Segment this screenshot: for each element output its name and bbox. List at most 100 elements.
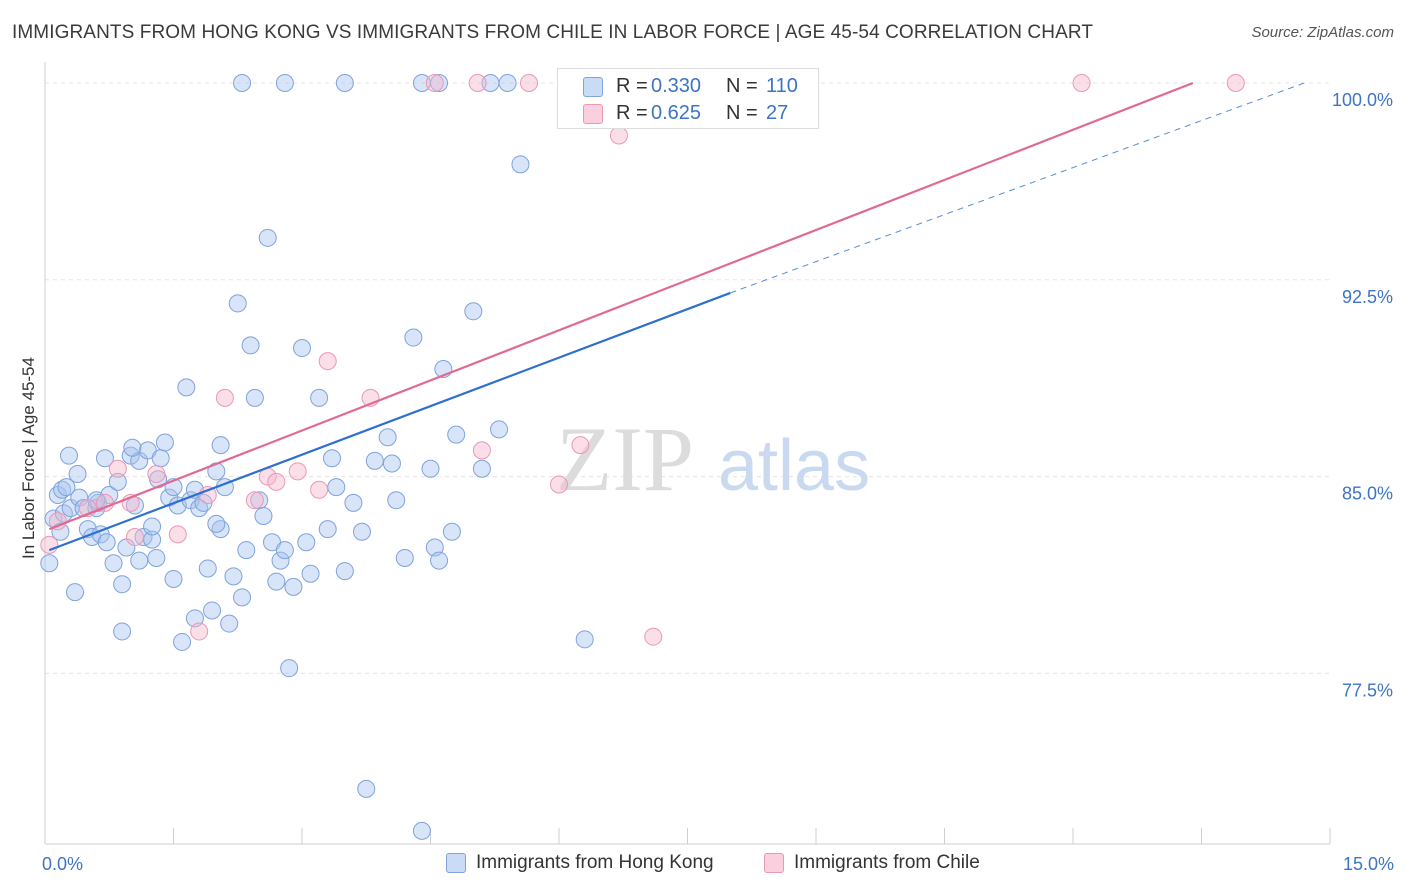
legend-swatch-hong-kong	[446, 853, 466, 873]
data-point	[275, 541, 294, 560]
data-point	[327, 478, 346, 497]
data-point	[352, 522, 371, 541]
data-point	[130, 551, 149, 570]
data-point	[228, 294, 247, 313]
data-point	[344, 493, 363, 512]
data-point	[288, 462, 307, 481]
data-point	[40, 535, 59, 554]
data-points	[40, 73, 1245, 840]
data-point	[258, 228, 277, 247]
data-point	[164, 569, 183, 588]
data-point	[335, 73, 354, 92]
data-point	[95, 493, 114, 512]
data-point	[575, 630, 594, 649]
watermark-zip: ZIP	[556, 408, 694, 510]
data-point	[275, 73, 294, 92]
data-point	[108, 459, 127, 478]
data-point	[442, 522, 461, 541]
data-point	[318, 352, 337, 371]
data-point	[113, 575, 132, 594]
data-point	[335, 562, 354, 581]
data-point	[490, 420, 509, 439]
trend-line	[48, 81, 1194, 531]
data-point	[357, 779, 376, 798]
x-tick-label: 0.0%	[42, 854, 83, 874]
r-label: R =	[616, 102, 648, 124]
data-point	[177, 378, 196, 397]
data-point	[95, 449, 114, 468]
stats-swatch-chile	[583, 104, 603, 124]
data-point	[198, 559, 217, 578]
data-point	[245, 491, 264, 510]
source-label: Source: ZipAtlas.com	[1251, 24, 1394, 41]
trend-line	[48, 291, 731, 552]
stats-row-hong-kong: R = 0.330 N = 110	[558, 75, 820, 101]
data-point	[310, 388, 329, 407]
n-label: N =	[726, 102, 758, 124]
data-point	[421, 459, 440, 478]
data-point	[425, 73, 444, 92]
data-point	[430, 73, 449, 92]
data-point	[550, 475, 568, 494]
data-point	[113, 622, 132, 641]
legend-label-hong-kong: Immigrants from Hong Kong	[476, 852, 714, 873]
trend-line-extension	[730, 82, 1305, 294]
watermark: ZIP atlas	[556, 408, 870, 510]
data-point	[365, 451, 384, 470]
axes	[44, 62, 1331, 845]
data-point	[297, 533, 316, 552]
legend-swatch-chile	[764, 853, 784, 873]
data-point	[387, 491, 406, 510]
data-point	[284, 577, 303, 596]
stats-row-chile: R = 0.625 N = 27	[558, 102, 820, 128]
data-point	[104, 554, 123, 573]
data-point	[65, 583, 84, 602]
data-point	[293, 339, 311, 358]
data-point	[267, 472, 286, 491]
chart-title: IMMIGRANTS FROM HONG KONG VS IMMIGRANTS …	[12, 22, 1094, 43]
data-point	[203, 601, 222, 620]
n-label: N =	[726, 75, 758, 97]
data-point	[147, 464, 166, 483]
data-point	[571, 436, 590, 455]
trend-lines	[48, 81, 1305, 552]
data-point	[57, 478, 76, 497]
legend-item-chile[interactable]: Immigrants from Chile	[764, 852, 980, 874]
y-tick-label: 77.5%	[1342, 680, 1393, 700]
data-point	[48, 512, 67, 531]
data-point	[644, 627, 663, 646]
stats-swatch-hong-kong	[583, 77, 603, 97]
data-point	[173, 632, 192, 651]
data-point	[447, 425, 466, 444]
y-tick-label: 100.0%	[1332, 90, 1393, 110]
tick-labels: 77.5% 85.0% 92.5% 100.0% 0.0% 15.0%	[42, 90, 1394, 874]
data-point	[224, 567, 243, 586]
data-point	[310, 480, 329, 499]
data-point	[511, 155, 530, 174]
data-point	[97, 533, 116, 552]
data-point	[472, 441, 491, 460]
data-point	[271, 551, 290, 570]
data-point	[155, 433, 174, 452]
y-tick-label: 92.5%	[1342, 287, 1393, 307]
legend-item-hong-kong[interactable]: Immigrants from Hong Kong	[446, 852, 714, 874]
data-point	[190, 622, 209, 641]
data-point	[464, 302, 483, 321]
data-point	[143, 517, 162, 536]
r-label: R =	[616, 75, 648, 97]
data-point	[430, 551, 449, 570]
y-axis-label: In Labor Force | Age 45-54	[19, 357, 38, 559]
r-value: 0.625	[651, 102, 702, 124]
data-point	[280, 659, 299, 678]
data-point	[143, 530, 162, 549]
data-point	[301, 564, 320, 583]
data-point	[241, 336, 260, 355]
data-point	[233, 73, 252, 92]
data-point	[520, 73, 539, 92]
data-point	[318, 520, 337, 539]
data-point	[151, 449, 170, 468]
data-point	[220, 614, 239, 633]
data-point	[322, 449, 341, 468]
y-tick-label: 85.0%	[1342, 484, 1393, 504]
